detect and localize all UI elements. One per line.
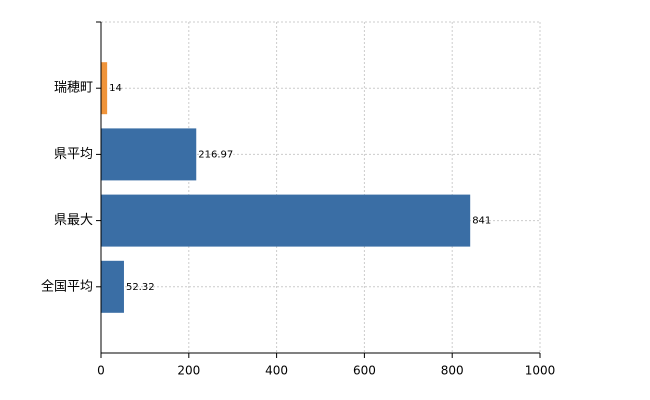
x-tick-label: 800: [441, 364, 464, 378]
bar: [101, 260, 124, 313]
value-label: 52.32: [126, 282, 155, 293]
value-label: 216.97: [198, 149, 233, 160]
x-tick-label: 600: [353, 364, 376, 378]
bar: [101, 62, 108, 115]
x-tick-label: 400: [265, 364, 288, 378]
x-tick-label: 200: [177, 364, 200, 378]
bar: [101, 128, 197, 181]
x-tick-label: 0: [97, 364, 105, 378]
value-label: 841: [472, 216, 491, 227]
x-tick-label: 1000: [525, 364, 556, 378]
bar: [101, 194, 471, 247]
y-tick-label: 県最大: [54, 213, 93, 228]
y-tick-label: 瑞穂町: [54, 81, 93, 96]
value-label: 14: [109, 83, 122, 94]
y-tick-label: 全国平均: [41, 278, 93, 294]
y-tick-label: 県平均: [54, 147, 93, 162]
